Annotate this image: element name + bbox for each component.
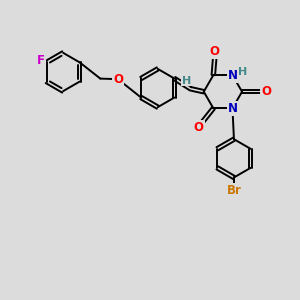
Text: O: O (113, 73, 123, 86)
Text: O: O (194, 121, 204, 134)
Text: N: N (227, 102, 238, 115)
Text: N: N (227, 69, 238, 82)
Text: H: H (238, 67, 248, 77)
Text: O: O (113, 73, 123, 86)
Text: Br: Br (226, 184, 242, 197)
Text: O: O (261, 85, 271, 98)
Text: H: H (182, 76, 192, 85)
Text: O: O (210, 45, 220, 58)
Text: F: F (37, 54, 45, 68)
